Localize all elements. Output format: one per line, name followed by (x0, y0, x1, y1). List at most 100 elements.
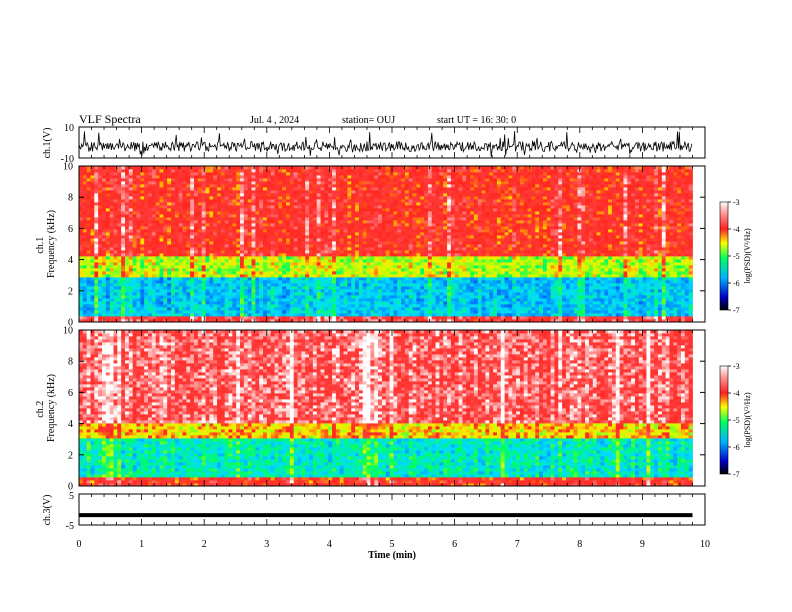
spectrogram-cell (389, 277, 394, 281)
spectrogram-cell (113, 262, 118, 266)
spectrogram-cell (293, 316, 298, 320)
spectrogram-cell (270, 211, 275, 215)
spectrogram-cell (343, 262, 348, 266)
spectrogram-cell (125, 241, 130, 245)
spectrogram-cell (90, 295, 95, 299)
spectrogram-cell (132, 289, 137, 293)
spectrogram-cell (132, 286, 137, 290)
spectrogram-cell (301, 202, 306, 206)
spectrogram-cell (82, 199, 88, 203)
spectrogram-cell (228, 274, 233, 278)
spectrogram-cell (289, 181, 295, 185)
spectrogram-cell (105, 307, 111, 311)
spectrogram-cell (393, 223, 398, 227)
spectrogram-cell (98, 232, 103, 236)
spectrogram-cell (424, 304, 429, 308)
spectrogram-cell (397, 280, 402, 284)
spectrogram-cell (90, 280, 95, 284)
spectrogram-cell (201, 286, 206, 290)
spectrogram-cell (397, 202, 402, 206)
spectrogram-cell (113, 304, 118, 308)
spectrogram-cell (355, 169, 360, 173)
spectrogram-cell (408, 277, 413, 281)
spectrogram-cell (259, 283, 264, 287)
spectrogram-cell (151, 184, 157, 188)
spectrogram-cell (332, 304, 337, 308)
spectrogram-cell (286, 220, 291, 224)
spectrogram-cell (144, 214, 149, 218)
spectrogram-cell (243, 211, 249, 215)
spectrogram-cell (320, 238, 325, 242)
spectrogram-cell (178, 223, 183, 227)
spectrogram-cell (182, 253, 187, 257)
spectrogram-cell (362, 256, 367, 260)
spectrogram-cell (374, 310, 379, 314)
spectrogram-cell (339, 232, 344, 236)
spectrogram-cell (174, 172, 180, 176)
spectrogram-cell (289, 238, 295, 242)
spectrogram-cell (209, 247, 214, 251)
spectrogram-cell (301, 184, 306, 188)
spectrogram-cell (404, 262, 410, 266)
spectrogram-cell (217, 289, 222, 293)
spectrogram-cell (424, 283, 429, 287)
spectrogram-cell (328, 172, 333, 176)
spectrogram-cell (412, 307, 417, 311)
spectrogram-cell (144, 190, 149, 194)
spectrogram-cell (232, 313, 237, 317)
spectrogram-cell (102, 172, 107, 176)
spectrogram-cell (293, 193, 298, 197)
spectrogram-cell (366, 241, 371, 245)
spectrogram-cell (220, 262, 226, 266)
spectrogram-cell (420, 202, 425, 206)
spectrogram-cell (278, 205, 283, 209)
spectrogram-cell (136, 241, 141, 245)
spectrogram-cell (266, 250, 272, 254)
spectrogram-cell (98, 226, 103, 230)
spectrogram-cell (190, 202, 195, 206)
spectrogram-cell (435, 205, 440, 209)
spectrogram-cell (98, 238, 103, 242)
spectrogram-cell (159, 250, 164, 254)
spectrogram-cell (209, 313, 214, 317)
spectrogram-cell (182, 184, 187, 188)
spectrogram-cell (443, 217, 448, 221)
spectrogram-cell (109, 211, 114, 215)
spectrogram-cell (427, 319, 433, 323)
spectrogram-cell (213, 196, 218, 200)
spectrogram-cell (201, 184, 206, 188)
spectrogram-cell (90, 172, 95, 176)
spectrogram-cell (274, 172, 279, 176)
spectrogram-cell (420, 184, 425, 188)
spectrogram-cell (316, 238, 321, 242)
spectrogram-cell (125, 253, 130, 257)
spectrogram-cell (94, 172, 99, 176)
spectrogram-cell (251, 319, 256, 323)
spectrogram-cell (186, 175, 191, 179)
spectrogram-cell (190, 199, 195, 203)
spectrogram-cell (378, 247, 383, 251)
spectrogram-cell (266, 289, 272, 293)
spectrogram-cell (343, 187, 348, 191)
spectrogram-cell (217, 262, 222, 266)
spectrogram-cell (140, 202, 145, 206)
spectrogram-cell (140, 319, 145, 323)
spectrogram-cell (355, 211, 360, 215)
spectrogram-cell (144, 223, 149, 227)
spectrogram-cell (358, 235, 364, 239)
spectrogram-cell (82, 205, 88, 209)
spectrogram-cell (343, 319, 348, 323)
spectrogram-cell (86, 286, 91, 290)
spectrogram-cell (370, 280, 375, 284)
spectrogram-cell (282, 292, 287, 296)
spectrogram-cell (343, 280, 348, 284)
spectrogram-cell (140, 172, 145, 176)
spectrogram-cell (155, 211, 160, 215)
spectrogram-cell (266, 199, 272, 203)
spectrogram-cell (213, 319, 218, 323)
spectrogram-cell (148, 310, 153, 314)
spectrogram-cell (263, 271, 268, 275)
spectrogram-cell (117, 304, 122, 308)
spectrogram-cell (420, 262, 425, 266)
spectrogram-cell (266, 271, 272, 275)
